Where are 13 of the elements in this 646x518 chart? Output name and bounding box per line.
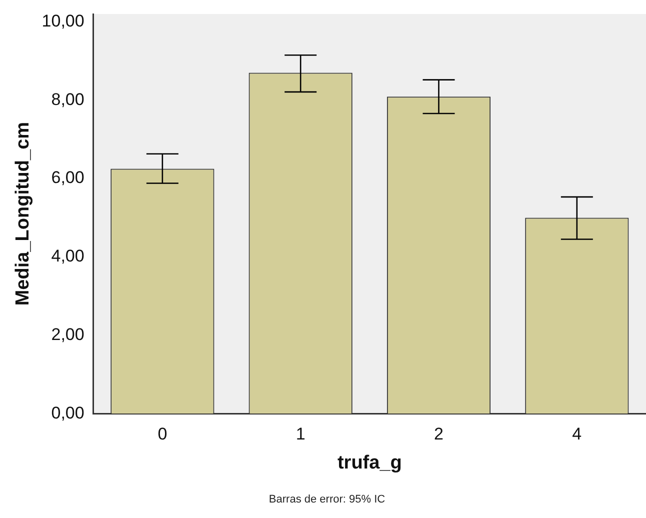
y-tick-label: 4,00 bbox=[51, 246, 84, 266]
x-tick-label: 1 bbox=[296, 424, 306, 444]
y-tick-label: 0,00 bbox=[51, 403, 84, 422]
y-axis-title: Media_Longitud_cm bbox=[12, 122, 34, 306]
x-tick-label: 0 bbox=[158, 424, 168, 444]
x-axis-title: trufa_g bbox=[337, 452, 402, 474]
x-tick-label: 2 bbox=[434, 424, 444, 444]
y-tick-label: 10,00 bbox=[42, 12, 84, 31]
y-tick-label: 2,00 bbox=[51, 324, 84, 344]
text: Barras de error: 95% IC bbox=[268, 493, 386, 506]
y-tick-label: 6,00 bbox=[51, 168, 84, 188]
x-tick-label: 4 bbox=[572, 424, 582, 444]
y-tick-label: 8,00 bbox=[51, 90, 84, 109]
